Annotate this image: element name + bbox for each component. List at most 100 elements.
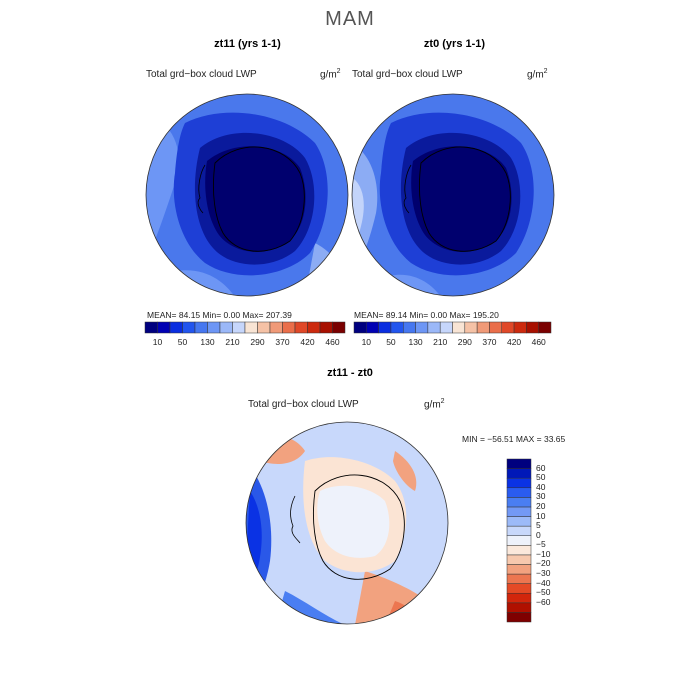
colorbar-tick-label: 50 [386, 337, 396, 347]
colorbar-tick-label: 30 [536, 491, 546, 502]
colorbar-swatch [506, 564, 532, 575]
colorbar-swatch [232, 321, 246, 334]
colorbar-tick-label: 0 [536, 529, 541, 540]
colorbar-swatch [506, 458, 532, 469]
colorbar-swatch [506, 468, 532, 479]
colorbar-swatch [538, 321, 552, 334]
colorbar-tick-label: 420 [506, 337, 522, 347]
diff-units: g/m2 [424, 398, 445, 411]
colorbar-tick-label: 5 [536, 520, 541, 531]
colorbar-swatch [257, 321, 271, 334]
colorbar-swatch [513, 321, 527, 334]
colorbar-swatch [332, 321, 346, 334]
colorbar-swatch [282, 321, 296, 334]
colorbar-tick-label: 210 [225, 337, 240, 347]
colorbar-tick-label: 130 [200, 337, 215, 347]
colorbar-tick-label: 40 [536, 481, 546, 492]
colorbar-tick-label: −20 [536, 558, 551, 569]
panel1-colorbar [144, 321, 346, 334]
colorbar-tick-label: 290 [457, 337, 472, 347]
colorbar-swatch [506, 612, 532, 623]
colorbar-tick-label: 460 [325, 337, 340, 347]
diff-variable: Total grd−box cloud LWP [248, 399, 359, 410]
colorbar-swatch [506, 497, 532, 508]
diff-colorbar [506, 458, 532, 623]
colorbar-swatch [403, 321, 416, 334]
colorbar-swatch [307, 321, 321, 334]
colorbar-swatch [506, 545, 532, 556]
colorbar-swatch [489, 321, 502, 334]
panel1-title: zt11 (yrs 1-1) [214, 38, 281, 50]
colorbar-swatch [501, 321, 515, 334]
colorbar-swatch [506, 554, 532, 565]
colorbar-swatch [506, 487, 532, 498]
figure-title: MAM [325, 8, 375, 30]
diff-map [245, 421, 449, 625]
colorbar-tick-label: 290 [250, 337, 265, 347]
diff-title: zt11 - zt0 [327, 367, 373, 379]
colorbar-swatch [319, 321, 333, 334]
colorbar-swatch [506, 506, 532, 517]
colorbar-tick-label: 10 [361, 337, 372, 347]
panel2-stats: MEAN= 89.14 Min= 0.00 Max= 195.20 [354, 310, 499, 320]
colorbar-swatch [526, 321, 539, 334]
colorbar-swatch [194, 321, 208, 334]
colorbar-swatch [207, 321, 221, 334]
panel2-colorbar-labels: 10 50 130 210 290 370 420 460 [354, 337, 551, 349]
colorbar-swatch [390, 321, 404, 334]
panel1-variable: Total grd−box cloud LWP [146, 69, 257, 80]
colorbar-swatch [269, 321, 283, 334]
colorbar-swatch [506, 592, 532, 604]
panel2-map [351, 93, 555, 297]
panel2-colorbar [353, 321, 552, 334]
colorbar-tick-label: 10 [536, 510, 546, 521]
colorbar-swatch [506, 525, 532, 536]
colorbar-tick-label: 460 [531, 337, 546, 347]
panel1-map [145, 93, 349, 297]
colorbar-tick-label: 60 [536, 462, 546, 473]
colorbar-swatch [353, 321, 367, 334]
colorbar-tick-label: −60 [536, 596, 551, 607]
panel1-stats: MEAN= 84.15 Min= 0.00 Max= 207.39 [147, 310, 292, 320]
colorbar-tick-label: 50 [536, 472, 546, 483]
colorbar-tick-label: 370 [275, 337, 290, 347]
colorbar-swatch [169, 321, 183, 334]
colorbar-swatch [439, 321, 453, 334]
panel1-units: g/m2 [320, 68, 341, 81]
colorbar-swatch [506, 583, 532, 594]
colorbar-tick-label: −50 [536, 587, 551, 598]
colorbar-tick-label: −10 [536, 548, 551, 559]
colorbar-tick-label: 370 [482, 337, 497, 347]
colorbar-swatch [144, 321, 158, 334]
colorbar-swatch [464, 321, 478, 334]
diff-stats: MIN = −56.51 MAX = 33.65 [462, 434, 566, 444]
colorbar-tick-label: 20 [536, 500, 546, 511]
colorbar-swatch [506, 477, 532, 489]
colorbar-swatch [452, 321, 466, 334]
colorbar-swatch [219, 321, 233, 334]
colorbar-swatch [427, 321, 441, 334]
panel2-variable: Total grd−box cloud LWP [352, 69, 463, 80]
panel2-units: g/m2 [527, 68, 548, 81]
colorbar-tick-label: 130 [408, 337, 423, 347]
colorbar-tick-label: −5 [536, 539, 546, 550]
colorbar-tick-label: 50 [177, 337, 188, 347]
colorbar-tick-label: 420 [300, 337, 315, 347]
colorbar-swatch [294, 321, 308, 334]
colorbar-swatch [415, 321, 429, 334]
colorbar-swatch [244, 321, 258, 334]
panel2-title: zt0 (yrs 1-1) [423, 38, 486, 50]
colorbar-tick-label: −40 [536, 577, 551, 588]
colorbar-swatch [506, 602, 532, 613]
colorbar-swatch [476, 321, 490, 334]
colorbar-tick-label: 10 [152, 337, 163, 347]
colorbar-swatch [506, 573, 532, 584]
colorbar-swatch [506, 516, 532, 527]
colorbar-tick-label: 210 [433, 337, 448, 347]
colorbar-tick-label: −30 [536, 568, 551, 579]
colorbar-swatch [366, 321, 379, 334]
panel1-colorbar-labels: 10 50 130 210 290 370 420 460 [145, 337, 345, 349]
colorbar-swatch [182, 321, 196, 334]
colorbar-swatch [157, 321, 171, 334]
colorbar-swatch [378, 321, 392, 334]
